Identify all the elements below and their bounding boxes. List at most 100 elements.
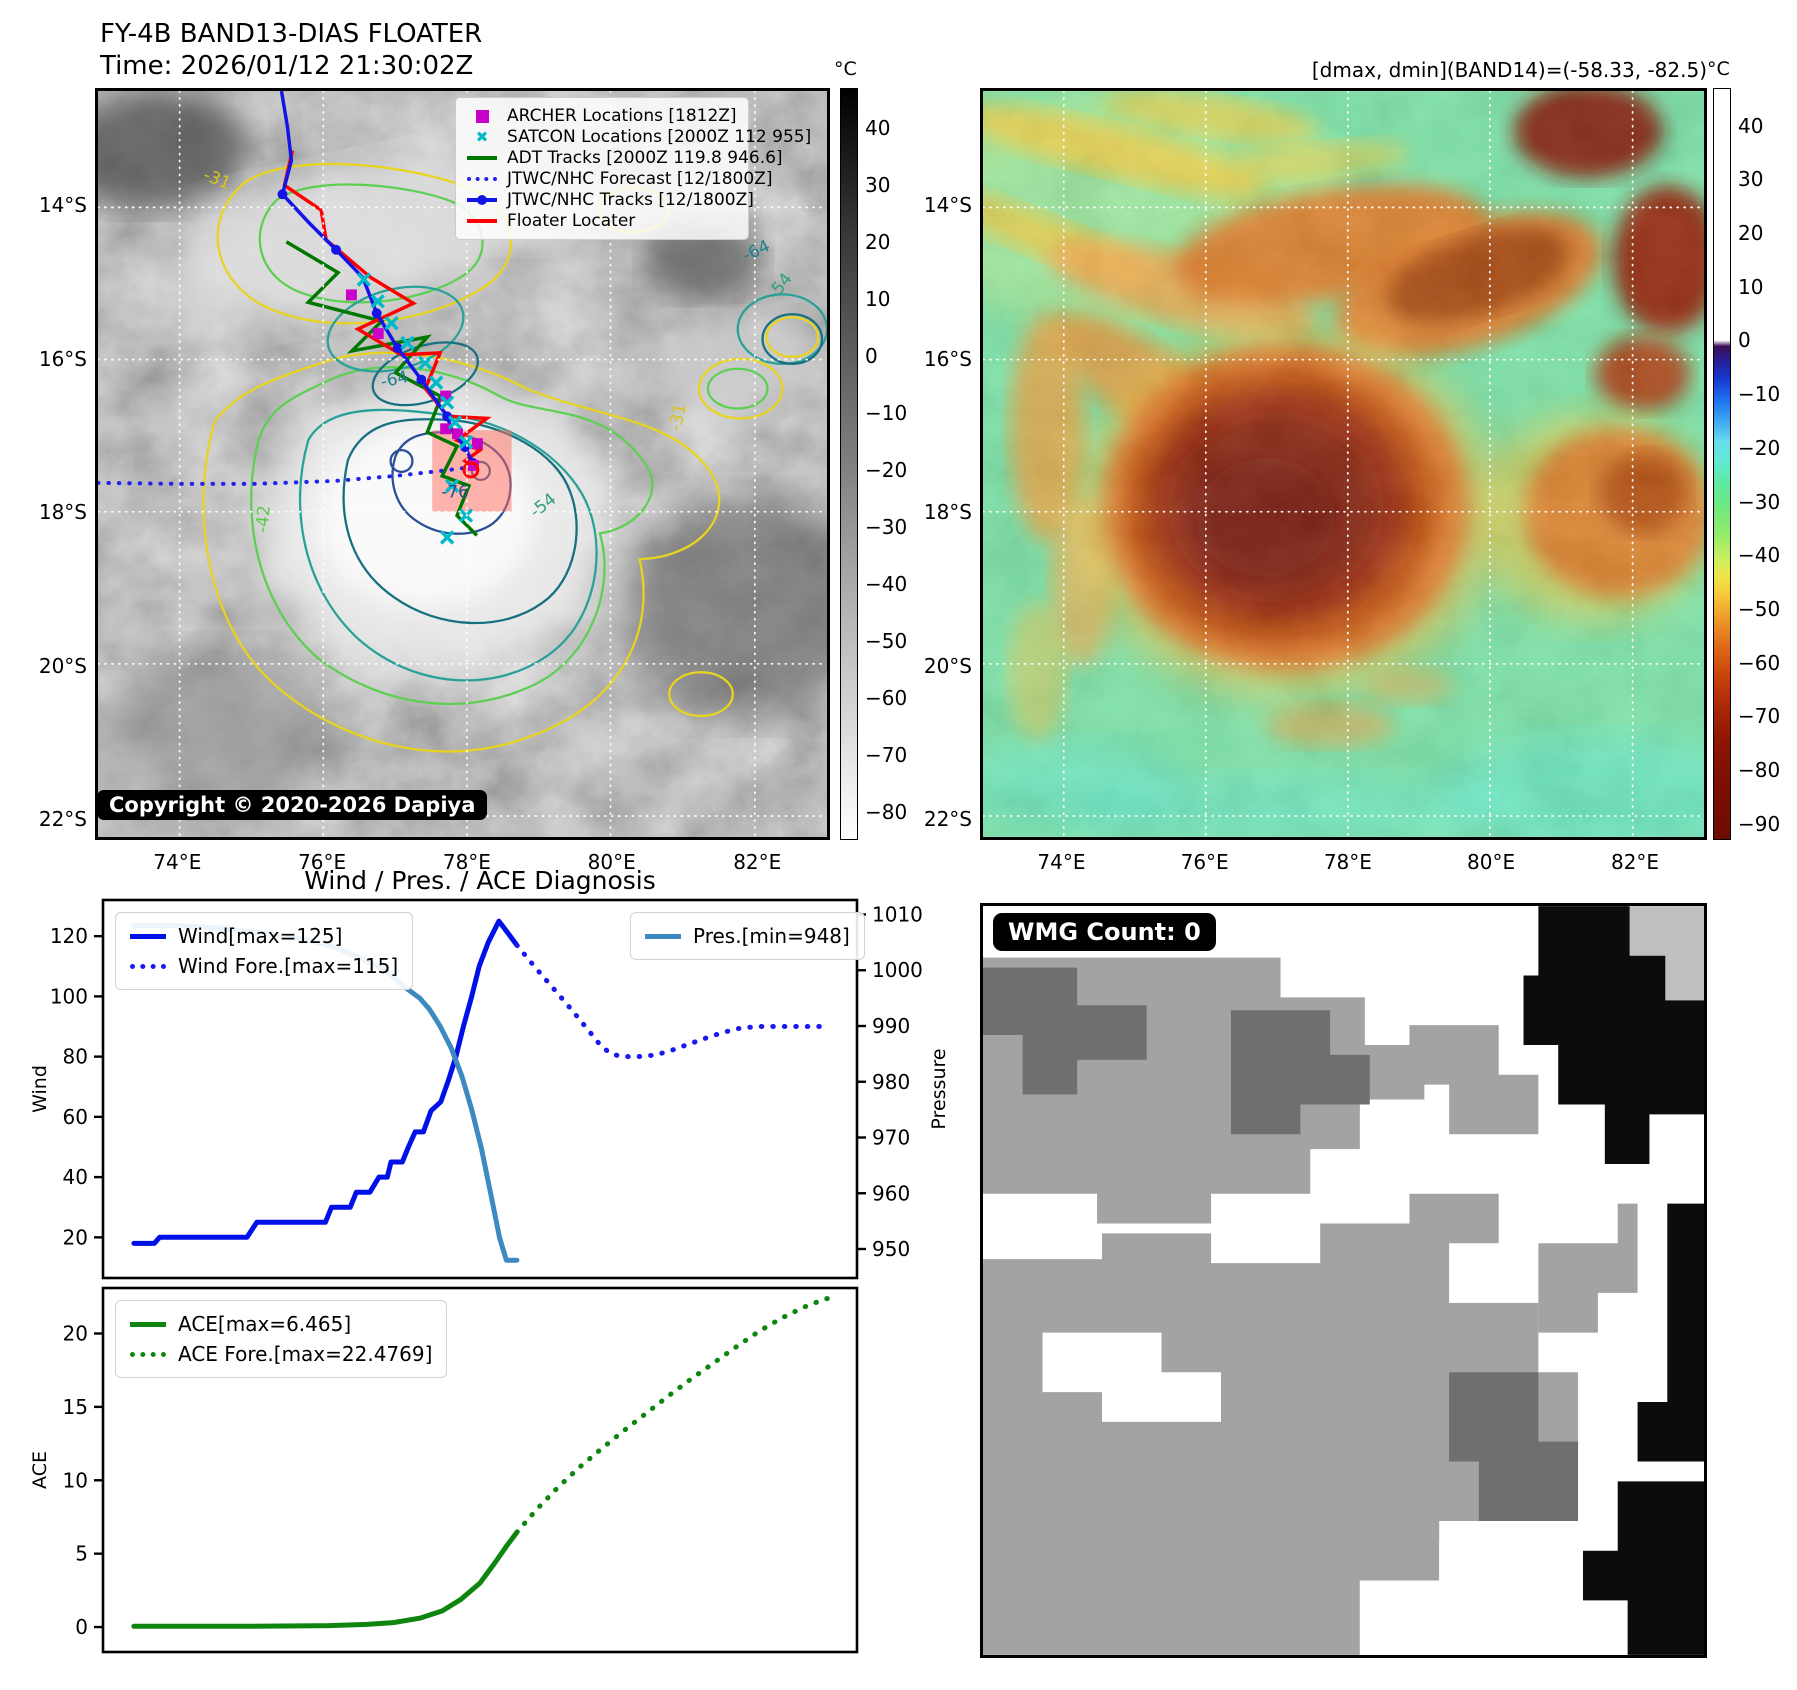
lon-tick-label: 78°E [1323, 850, 1372, 874]
colorbar-tick-label: −10 [865, 400, 908, 425]
colorbar-unit-label: °C [834, 58, 857, 80]
colorbar-tick-label: −40 [1738, 543, 1781, 568]
lat-tick-label: 18°S [38, 500, 87, 525]
satcon-markers [356, 272, 474, 545]
colorbar-tick-label: −10 [1738, 382, 1781, 407]
jtwc-forecast-line [98, 464, 475, 486]
floater-end-marker [462, 461, 480, 479]
solid-line-marker-icon [645, 933, 681, 939]
left-map-title-line1: FY-4B BAND13-DIAS FLOATER [100, 19, 483, 49]
lat-tick-label: 20°S [923, 653, 972, 678]
colorbar-tick-label: −90 [1738, 811, 1781, 836]
colorbar-tick-label: 0 [865, 343, 878, 368]
lon-tick-label: 76°E [1180, 850, 1229, 874]
legend-item-label: JTWC/NHC Forecast [12/1800Z] [507, 169, 773, 189]
legend-item: ACE Fore.[max=22.4769] [130, 1339, 432, 1369]
lon-tick-label: 82°E [1610, 850, 1660, 874]
charts-title: Wind / Pres. / ACE Diagnosis [304, 866, 656, 895]
dmax-band14: [dmax, dmin](BAND14)=(-58.33, -82.5) [1311, 58, 1707, 82]
lat-tick-label: 14°S [923, 193, 972, 218]
y-tick-label: 20 [63, 1322, 88, 1346]
cloud-shading [98, 91, 827, 806]
legend-item: ACE[max=6.465] [130, 1309, 432, 1339]
y-tick-label: 20 [63, 1225, 88, 1249]
y-tick-label: 80 [63, 1045, 88, 1069]
legend-item: ✖ SATCON Locations [2000Z 112 955] [466, 127, 812, 147]
legend-item-label: ACE[max=6.465] [178, 1312, 352, 1336]
right-colorbar [1713, 88, 1731, 840]
legend-item-label: Pres.[min=948] [693, 924, 850, 948]
solid-line-marker-icon [130, 1321, 166, 1327]
legend-item-label: Floater Locater [507, 211, 636, 231]
lat-tick-label: 22°S [38, 806, 87, 831]
lon-tick-label: 82°E [733, 850, 782, 874]
adt-track [285, 240, 479, 537]
colorbar-tick-label: 10 [1738, 274, 1764, 299]
archer-markers [345, 289, 483, 471]
y-tick-label: 15 [63, 1395, 88, 1419]
wmg-blocks [983, 906, 1704, 1655]
colorbar-tick-label: −80 [865, 799, 908, 824]
legend-item: JTWC/NHC Forecast [12/1800Z] [466, 169, 772, 189]
legend-item-label: ARCHER Locations [1812Z] [507, 106, 737, 126]
line-dot-marker-icon [466, 195, 498, 205]
square-marker-icon [466, 109, 498, 123]
lon-tick-label: 74°E [1037, 850, 1086, 874]
legend-item-label: ACE Fore.[max=22.4769] [178, 1342, 433, 1366]
wind-legend: Wind[max=125] Wind Fore.[max=115] [115, 912, 414, 990]
colorbar-tick-label: −20 [1738, 435, 1781, 460]
lat-tick-label: 16°S [38, 346, 87, 371]
copyright-badge: Copyright © 2020-2026 Dapiya [97, 790, 488, 820]
y-tick-label: 40 [63, 1165, 88, 1189]
colorbar-tick-label: 20 [865, 229, 891, 254]
y-tick-label: 5 [75, 1542, 88, 1566]
colorbar-tick-label: −80 [1738, 758, 1781, 783]
legend-item-label: ADT Tracks [2000Z 119.8 946.6] [507, 148, 783, 168]
legend-item: ADT Tracks [2000Z 119.8 946.6] [466, 148, 783, 168]
colorbar-tick-label: 40 [1738, 113, 1764, 138]
colorbar-tick-label: −70 [865, 742, 908, 767]
colorbar-tick-label: 30 [1738, 167, 1764, 192]
series-wind-fore- [514, 942, 832, 1060]
lat-tick-label: 14°S [38, 193, 87, 218]
legend-item: ARCHER Locations [1812Z] [466, 106, 738, 126]
legend-item-label: SATCON Locations [2000Z 112 955] [507, 127, 812, 147]
legend-item-label: Wind[max=125] [178, 924, 343, 948]
dotted-line-marker-icon [130, 1351, 166, 1357]
colorbar-tick-label: 20 [1738, 221, 1764, 246]
series-ace [131, 1529, 520, 1629]
colorbar-tick-label: 30 [865, 172, 891, 197]
colorbar-tick-label: −30 [1738, 489, 1781, 514]
left-map-title: FY-4B BAND13-DIAS FLOATER Time: 2026/01/… [100, 18, 482, 82]
y2-axis-label: Pressure [928, 1048, 950, 1129]
lon-tick-label: 76°E [298, 850, 347, 874]
storm-tracks [98, 91, 492, 545]
colorbar-tick-label: 10 [865, 286, 891, 311]
lon-tick-label: 80°E [1467, 850, 1516, 874]
dotted-line-marker-icon [130, 963, 166, 969]
chart-frame [101, 1286, 859, 1654]
colorbar-tick-label: −40 [865, 571, 908, 596]
lat-tick-label: 20°S [38, 653, 87, 678]
series-ace-fore- [514, 1294, 836, 1535]
lon-tick-label: 80°E [587, 850, 636, 874]
colorbar-tick-label: −60 [865, 685, 908, 710]
colorbar-tick-label: −20 [865, 457, 908, 482]
y-tick-label: 100 [50, 984, 88, 1008]
contour-label: -42 [251, 504, 273, 533]
legend-item: Pres.[min=948] [645, 921, 850, 951]
wmg-count-badge: WMG Count: 0 [993, 913, 1216, 951]
dotted-marker-icon [466, 177, 498, 181]
ace-legend: ACE[max=6.465] ACE Fore.[max=22.4769] [115, 1300, 448, 1378]
y-tick-label: 10 [63, 1468, 88, 1492]
legend-item: Wind Fore.[max=115] [130, 951, 398, 981]
line-marker-icon [466, 156, 498, 160]
y-tick-label: 120 [50, 924, 88, 948]
legend-item: Wind[max=125] [130, 921, 398, 951]
y2-tick-label: 970 [872, 1126, 910, 1150]
y2-tick-label: 1000 [872, 958, 923, 982]
legend-item: JTWC/NHC Tracks [12/1800Z] [466, 190, 754, 210]
y2-tick-label: 990 [872, 1014, 910, 1038]
map-legend: ARCHER Locations [1812Z] ✖ SATCON Location… [455, 97, 812, 240]
colorbar-tick-label: −70 [1738, 704, 1781, 729]
